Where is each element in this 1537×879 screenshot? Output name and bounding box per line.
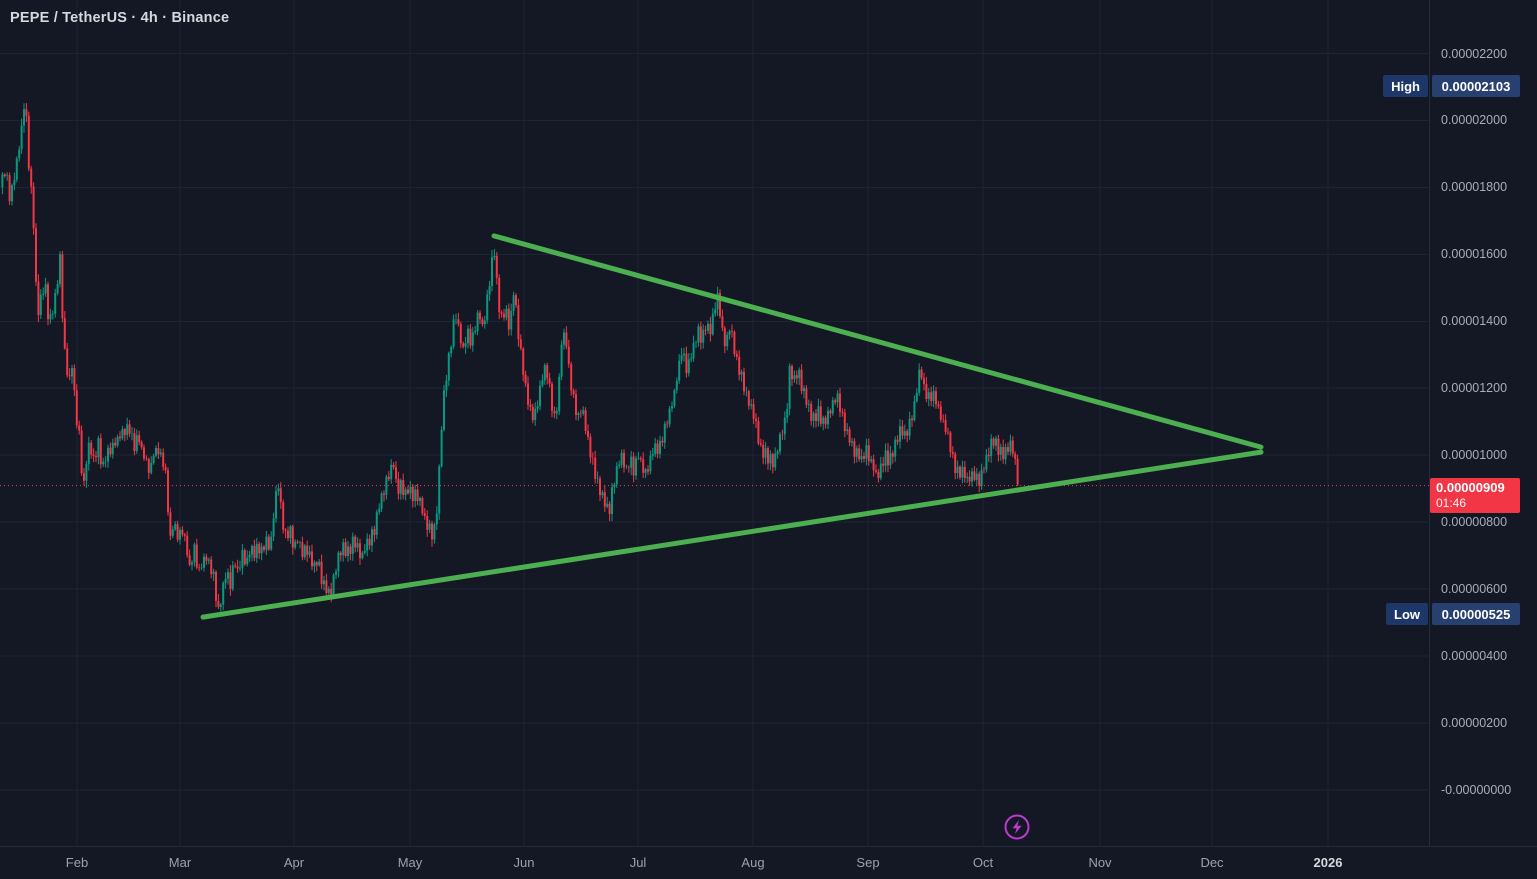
triangle-drawing[interactable] [200, 233, 1264, 620]
candle-bodies-down [3, 109, 1019, 607]
x-axis-month-label: Mar [168, 855, 192, 870]
high-value: 0.00002103 [1432, 75, 1520, 97]
upper-trendline[interactable] [491, 233, 1264, 450]
x-axis-month-label: Aug [741, 855, 765, 870]
last-price-value: 0.00000909 [1436, 479, 1505, 495]
x-axis-month-label: Jun [513, 855, 535, 870]
candle-bodies-up [1, 109, 1012, 607]
price-tick: 0.00002200 [1441, 46, 1508, 61]
lightning-icon [1004, 814, 1030, 840]
x-axis-year-label: 2026 [1313, 855, 1343, 870]
x-axis-month-label: Jul [629, 855, 647, 870]
high-row: High 0.00002103 [1383, 75, 1520, 97]
lightning-button[interactable] [1003, 813, 1031, 841]
x-axis-month-label: Dec [1200, 855, 1224, 870]
symbol-legend[interactable]: PEPE / TetherUS · 4h · Binance [10, 10, 230, 26]
x-axis-month-label: May [397, 855, 423, 870]
low-value: 0.00000525 [1432, 603, 1520, 626]
x-axis-month-label: Apr [283, 855, 305, 870]
price-tick: 0.00000800 [1441, 515, 1508, 530]
chart-canvas[interactable] [0, 0, 1429, 846]
lower-trendline[interactable] [200, 449, 1264, 620]
x-axis-month-label: Sep [856, 855, 880, 870]
last-price-label: 0.00000909 01:46 [1430, 477, 1520, 513]
candle-wicks-down [4, 103, 1019, 609]
low-row: Low 0.00000525 [1386, 603, 1520, 626]
gridlines [0, 0, 1429, 846]
x-axis-month-label: Feb [65, 855, 89, 870]
price-tick: 0.00001600 [1441, 247, 1508, 262]
price-tick: 0.00001800 [1441, 180, 1508, 195]
price-tick: -0.00000000 [1441, 782, 1512, 797]
candle-wicks-up [1, 103, 1011, 612]
time-axis[interactable]: Feb Mar Apr May Jun Jul Aug Sep Oct Nov Dec 2026 [0, 846, 1537, 879]
price-tick: 0.00001000 [1441, 448, 1508, 463]
bar-countdown: 01:46 [1436, 495, 1467, 510]
price-tick: 0.00000600 [1441, 581, 1508, 596]
price-tick: 0.00001400 [1441, 314, 1508, 329]
x-axis-month-label: Oct [972, 855, 994, 870]
price-tick: 0.00002000 [1441, 113, 1508, 128]
x-axis-month-label: Nov [1088, 855, 1112, 870]
price-tick: 0.00001200 [1441, 381, 1508, 396]
price-tick: 0.00000200 [1441, 715, 1508, 730]
high-label: High [1383, 75, 1428, 97]
price-axis[interactable]: 0.00002200 0.00002000 0.00001800 0.00001600… [1429, 0, 1537, 846]
price-tick: 0.00000400 [1441, 648, 1508, 663]
low-label: Low [1386, 603, 1428, 626]
